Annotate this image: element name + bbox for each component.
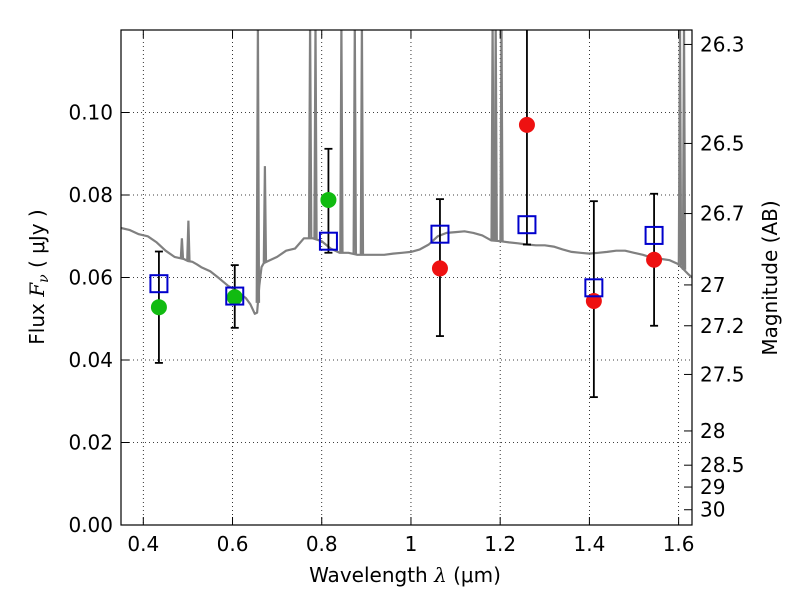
emission-line [493, 30, 498, 241]
emission-line [262, 166, 268, 263]
observed-point-detection [226, 289, 243, 306]
errorbar-layer [154, 30, 659, 399]
model-spectrum-line [121, 226, 692, 315]
y-axis-label: Flux Fν ( μJy ) [25, 209, 52, 344]
y-tick-label: 0.06 [68, 266, 113, 290]
y-axis-label-prefix: Flux [25, 297, 49, 345]
y2-tick-label: 26.5 [700, 131, 745, 155]
emission-line [681, 30, 687, 270]
observed-point-other [431, 260, 448, 277]
emission-line [255, 30, 261, 303]
x-axis-label: Wavelength λ (μm) [309, 563, 501, 587]
model-photometry-square [149, 274, 169, 294]
y-axis-label-symbol: F [25, 282, 49, 298]
emission-line [352, 30, 357, 255]
plot-frame [120, 29, 693, 526]
y2-axis-label: Magnitude (AB) [758, 200, 782, 355]
y2-tick-label: 28 [700, 419, 725, 443]
emission-line [359, 30, 365, 255]
model-photometry-square [517, 215, 537, 235]
ticks: 0.4 0.6 0.8 1 1.2 1.4 1.6 0.00 0.02 0.04 0.06 0.08 0… [68, 30, 745, 556]
y2-tick-label: 26.7 [700, 202, 745, 226]
observed-points-layer [150, 116, 663, 316]
x-axis-label-prefix: Wavelength [309, 563, 434, 587]
y-axis-label-sub: ν [36, 274, 52, 283]
y2-tick-label: 29 [700, 475, 725, 499]
x-tick-label: 1.2 [484, 532, 516, 556]
y2-tick-label: 27 [700, 273, 725, 297]
x-tick-label: 0.4 [127, 532, 159, 556]
emission-line [313, 30, 318, 240]
x-tick-label: 1 [405, 532, 418, 556]
emission-line [339, 30, 344, 253]
model-photometry-square [318, 231, 338, 251]
model-photometry-layer [149, 215, 664, 306]
y2-tick-label: 27.2 [700, 314, 745, 338]
emission-line [179, 238, 185, 259]
model-spectrum-layer [121, 30, 692, 315]
emission-line [677, 30, 683, 266]
y2-tick-label: 26.3 [700, 32, 745, 56]
y2-tick-label: 27.5 [700, 362, 745, 386]
model-photometry-square [644, 225, 664, 245]
emission-line [186, 220, 191, 262]
model-photometry-square [584, 278, 604, 298]
x-axis-label-symbol: λ [433, 563, 447, 587]
y-tick-label: 0.10 [68, 101, 113, 125]
y2-tick-label: 28.5 [700, 453, 745, 477]
x-tick-label: 1.6 [663, 532, 695, 556]
grid [121, 30, 692, 526]
y-tick-label: 0.04 [68, 348, 113, 372]
emission-line [307, 30, 313, 239]
observed-point-detection [320, 191, 337, 208]
emission-line [499, 30, 504, 242]
model-photometry-square [225, 286, 245, 306]
x-axis-label-unit: (μm) [447, 563, 501, 587]
x-tick-label: 1.4 [573, 532, 605, 556]
observed-point-other [518, 116, 535, 133]
y-tick-label: 0.00 [68, 513, 113, 537]
x-tick-label: 0.8 [306, 532, 338, 556]
model-photometry-square [430, 224, 450, 244]
x-tick-label: 0.6 [217, 532, 249, 556]
observed-point-other [646, 251, 663, 268]
observed-point-detection [150, 299, 167, 316]
y-tick-label: 0.02 [68, 431, 113, 455]
emission-line [490, 30, 495, 241]
y-axis-label-unit: ( μJy ) [25, 209, 49, 274]
y-tick-label: 0.08 [68, 183, 113, 207]
y2-tick-label: 30 [700, 498, 725, 522]
